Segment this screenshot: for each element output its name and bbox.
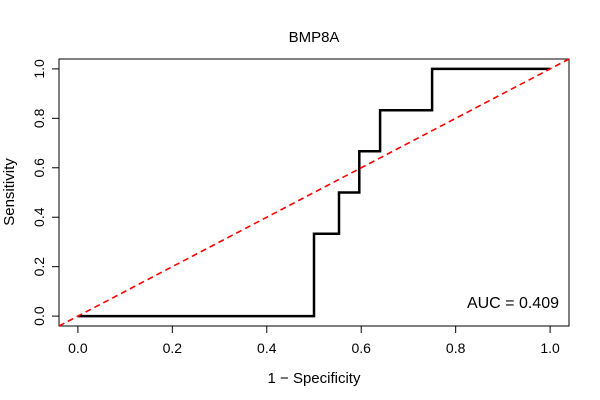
- y-axis: 0.0 0.2 0.4 0.6 0.8 1.0: [31, 59, 60, 326]
- x-tick-label: 1.0: [540, 340, 560, 356]
- series-layer: [58, 58, 570, 327]
- x-axis: 0.0 0.2 0.4 0.6 0.8 1.0: [68, 325, 560, 356]
- y-tick-label: 0.6: [31, 158, 47, 178]
- y-tick-label: 1.0: [31, 59, 47, 79]
- x-tick-label: 0.2: [163, 340, 183, 356]
- roc-curve-line: [77, 67, 551, 318]
- x-axis-title: 1 − Specificity: [268, 370, 361, 387]
- reference-diagonal-line: [58, 58, 570, 327]
- y-tick-label: 0.8: [31, 108, 47, 128]
- x-tick-label: 0.4: [257, 340, 277, 356]
- auc-annotation: AUC = 0.409: [467, 295, 559, 312]
- chart-title: BMP8A: [289, 29, 340, 46]
- x-tick-label: 0.6: [351, 340, 371, 356]
- y-tick-label: 0.4: [31, 207, 47, 227]
- x-tick-label: 0.0: [68, 340, 88, 356]
- y-tick-label: 0.0: [31, 306, 47, 326]
- y-axis-title: Sensitivity: [1, 158, 18, 226]
- y-tick-label: 0.2: [31, 257, 47, 277]
- x-tick-label: 0.8: [446, 340, 466, 356]
